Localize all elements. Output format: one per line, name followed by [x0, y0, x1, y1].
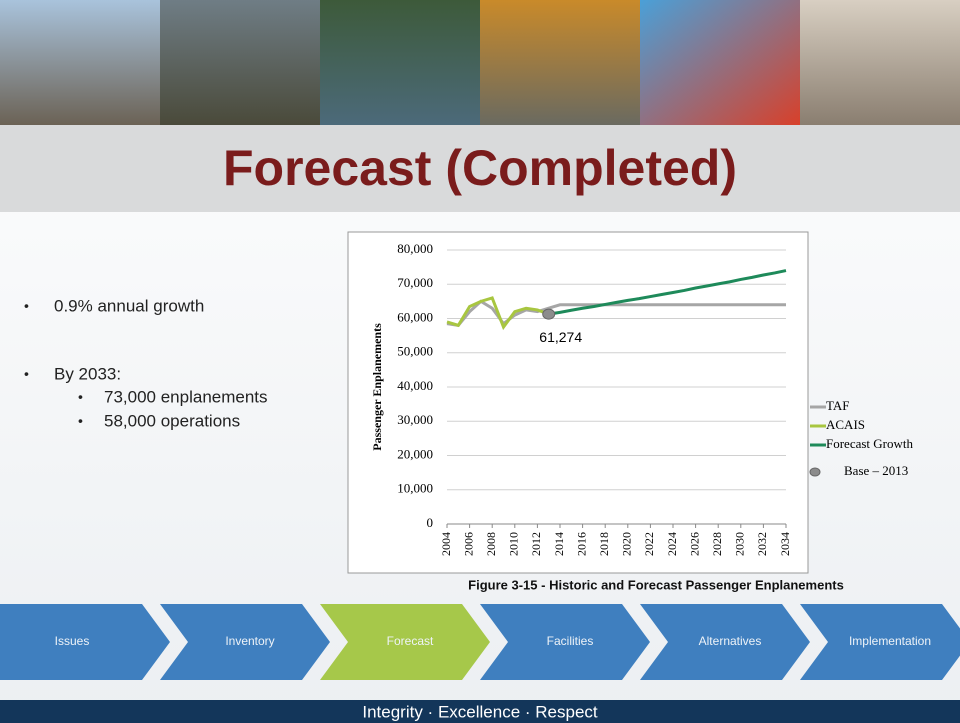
- y-tick-label: 60,000: [397, 309, 433, 324]
- y-tick-label: 10,000: [397, 481, 433, 496]
- sub-bullet: 73,000 enplanements: [104, 387, 268, 406]
- process-steps: Issues Inventory Forecast Facilities Alterna…: [0, 604, 960, 680]
- x-tick-label: 2024: [665, 532, 679, 556]
- x-tick-label: 2032: [755, 532, 769, 556]
- y-tick-label: 30,000: [397, 412, 433, 427]
- slide: Forecast (Completed) • 0.9% annual growth…: [0, 0, 960, 723]
- photo: [640, 0, 800, 125]
- x-tick-label: 2010: [507, 532, 521, 556]
- y-tick-label: 20,000: [397, 446, 433, 461]
- legend-entry: Forecast Growth: [826, 436, 914, 451]
- slide-canvas: Forecast (Completed) • 0.9% annual growth…: [0, 0, 960, 723]
- x-tick-label: 2030: [733, 532, 747, 556]
- y-tick-label: 0: [427, 515, 434, 530]
- bullet-dot: •: [78, 389, 83, 405]
- process-step-label: Facilities: [547, 634, 594, 648]
- x-tick-label: 2034: [778, 532, 792, 556]
- slide-title: Forecast (Completed): [223, 140, 737, 196]
- bullet-dot: •: [24, 366, 29, 382]
- x-tick-label: 2008: [484, 532, 498, 556]
- bullet-dot: •: [78, 413, 83, 429]
- sub-bullet: 58,000 operations: [104, 411, 240, 430]
- legend-entry: Base – 2013: [844, 463, 908, 478]
- base-point: [543, 309, 555, 319]
- bullet-list: • 0.9% annual growth • By 2033: • 73,000 enpl…: [24, 296, 268, 430]
- photo: [480, 0, 640, 125]
- x-tick-label: 2012: [529, 532, 543, 556]
- data-label: 61,274: [539, 329, 582, 345]
- x-tick-label: 2022: [642, 532, 656, 556]
- process-step-label: Implementation: [849, 634, 931, 648]
- x-tick-label: 2020: [620, 532, 634, 556]
- figure-caption: Figure 3-15 - Historic and Forecast Pass…: [468, 577, 844, 592]
- process-step-label: Inventory: [225, 634, 274, 648]
- y-tick-label: 50,000: [397, 344, 433, 359]
- legend-entry: TAF: [826, 398, 850, 413]
- x-tick-label: 2028: [710, 532, 724, 556]
- legend-entry: ACAIS: [826, 417, 865, 432]
- photo: [800, 0, 960, 125]
- y-tick-label: 80,000: [397, 241, 433, 256]
- y-tick-label: 40,000: [397, 378, 433, 393]
- x-tick-label: 2004: [439, 532, 453, 556]
- bullet: By 2033:: [54, 364, 121, 383]
- photo: [320, 0, 480, 125]
- x-tick-label: 2014: [552, 532, 566, 556]
- x-tick-label: 2006: [461, 532, 475, 556]
- header-photos: [0, 0, 960, 125]
- bullet: 0.9% annual growth: [54, 296, 204, 315]
- photo: [160, 0, 320, 125]
- y-tick-label: 70,000: [397, 275, 433, 290]
- x-tick-label: 2018: [597, 532, 611, 556]
- process-step-label: Alternatives: [699, 634, 762, 648]
- bullet-dot: •: [24, 298, 29, 314]
- y-axis-label: Passenger Enplanements: [370, 323, 384, 451]
- photo: [0, 0, 160, 125]
- process-step-label: Forecast: [387, 634, 434, 648]
- process-step-label: Issues: [55, 634, 90, 648]
- x-tick-label: 2026: [687, 532, 701, 556]
- x-tick-label: 2016: [574, 532, 588, 556]
- footer-text: Integrity · Excellence · Respect: [362, 702, 598, 721]
- legend-marker: [810, 468, 820, 476]
